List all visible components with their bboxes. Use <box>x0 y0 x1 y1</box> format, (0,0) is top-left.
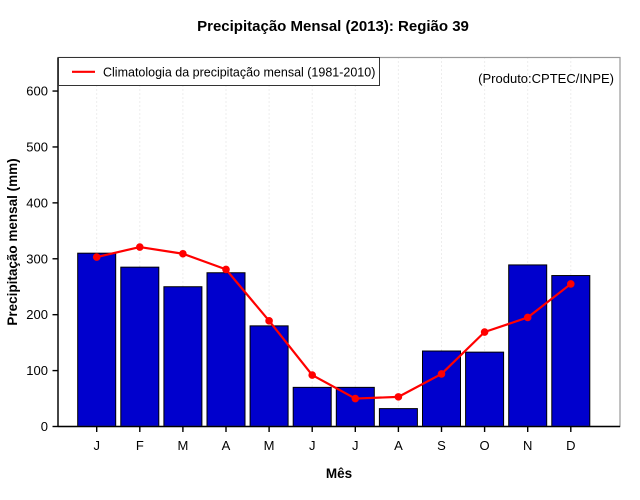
climatology-point-out <box>480 328 489 336</box>
y-tick-label-500: 500 <box>26 139 48 154</box>
bar-jan <box>77 252 117 427</box>
y-tick-label-600: 600 <box>26 84 48 99</box>
climatology-point-jun <box>308 371 317 379</box>
month-label-jan: J <box>93 438 100 453</box>
bar-dez <box>551 275 591 427</box>
legend-label: Climatologia da precipitação mensal (198… <box>103 65 375 79</box>
producer-watermark: (Produto:CPTEC/INPE) <box>478 71 614 86</box>
y-tick-label-0: 0 <box>41 419 48 434</box>
month-label-set: S <box>437 438 446 453</box>
climatology-polyline <box>96 245 572 400</box>
y-tick-label-100: 100 <box>26 363 48 378</box>
month-label-mai: M <box>264 438 275 453</box>
climatology-point-nov <box>523 313 532 322</box>
climatology-point-mai <box>265 317 273 325</box>
climatology-point-fev <box>136 243 144 251</box>
climatology-point-abr <box>222 265 230 274</box>
month-label-mar: M <box>177 438 188 453</box>
y-tick-label-400: 400 <box>26 195 48 210</box>
climatology-point-mar <box>179 249 187 258</box>
y-tick-label-200: 200 <box>26 307 48 322</box>
legend-box <box>58 57 380 86</box>
month-label-fev: F <box>136 438 144 453</box>
bar-jul <box>335 386 375 428</box>
climatology-point-jul <box>351 394 360 403</box>
legend: Climatologia da precipitação mensal (198… <box>58 57 380 86</box>
bar-ago <box>378 408 418 428</box>
month-label-jun: J <box>309 438 316 453</box>
bar-set <box>422 350 461 428</box>
month-label-out: O <box>480 438 490 453</box>
bar-fev <box>120 266 160 427</box>
y-tick-label-300: 300 <box>26 251 48 266</box>
climatology-line <box>92 243 575 403</box>
bar-mar <box>163 286 203 427</box>
bar-out <box>465 351 505 427</box>
month-label-ago: A <box>394 438 403 453</box>
month-label-nov: N <box>523 438 532 453</box>
x-axis-title: Mês <box>326 466 352 481</box>
gridlines <box>96 57 572 427</box>
bar-series <box>77 252 591 428</box>
climatology-point-jan <box>92 253 101 261</box>
month-label-abr: A <box>222 438 231 453</box>
month-label-jul: J <box>352 438 359 453</box>
climatology-point-set <box>437 370 446 378</box>
bar-nov <box>508 264 548 427</box>
climatology-point-dez <box>567 280 575 288</box>
bar-jun <box>292 386 332 428</box>
bar-mai <box>249 325 289 428</box>
y-axis-title: Precipitação mensal (mm) <box>5 158 20 325</box>
axes: 0 100 200 300 400 500 600 J F M A M J J A S O N D <box>26 57 620 453</box>
month-label-dez: D <box>566 438 575 453</box>
climatology-point-ago <box>394 393 403 401</box>
bar-abr <box>206 272 246 427</box>
page-title: Precipitação Mensal (2013): Região 39 <box>197 18 469 35</box>
